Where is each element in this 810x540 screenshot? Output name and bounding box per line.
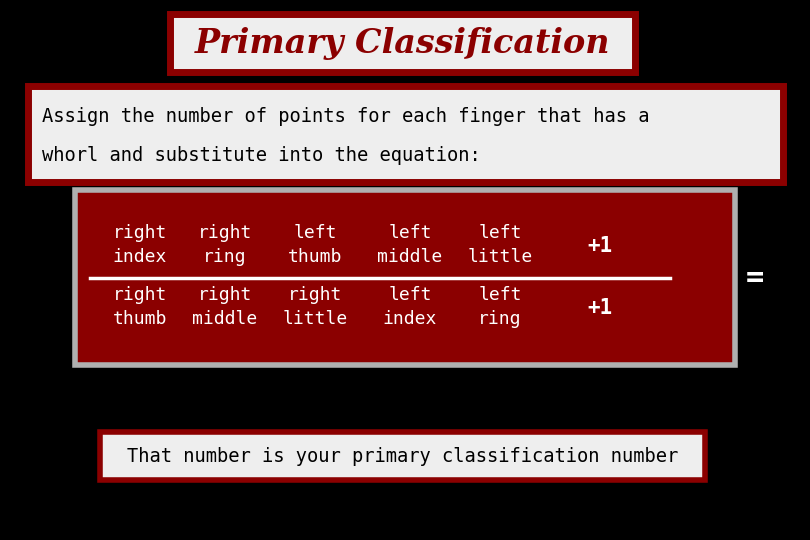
Text: little: little [283, 310, 347, 328]
FancyBboxPatch shape [75, 190, 735, 365]
Text: left: left [478, 225, 522, 242]
Text: index: index [383, 310, 437, 328]
Text: That number is your primary classification number: That number is your primary classificati… [127, 447, 678, 465]
FancyBboxPatch shape [100, 432, 705, 480]
Text: left: left [388, 225, 432, 242]
Text: thumb: thumb [113, 310, 167, 328]
Text: left: left [293, 225, 337, 242]
Text: index: index [113, 248, 167, 267]
Text: right: right [198, 225, 252, 242]
Text: =: = [746, 263, 764, 292]
Text: whorl and substitute into the equation:: whorl and substitute into the equation: [42, 146, 481, 165]
Text: left: left [478, 287, 522, 305]
Text: right: right [113, 287, 167, 305]
Text: +1: +1 [587, 298, 612, 318]
Text: thumb: thumb [288, 248, 342, 267]
Text: ring: ring [203, 248, 247, 267]
Text: right: right [288, 287, 342, 305]
Text: right: right [198, 287, 252, 305]
Text: +1: +1 [587, 235, 612, 255]
FancyBboxPatch shape [28, 86, 783, 182]
Text: Primary Classification: Primary Classification [194, 26, 610, 59]
Text: Assign the number of points for each finger that has a: Assign the number of points for each fin… [42, 107, 650, 126]
FancyBboxPatch shape [170, 14, 635, 72]
Text: middle: middle [193, 310, 258, 328]
Text: little: little [467, 248, 533, 267]
Text: left: left [388, 287, 432, 305]
Text: right: right [113, 225, 167, 242]
Text: middle: middle [377, 248, 442, 267]
Text: ring: ring [478, 310, 522, 328]
